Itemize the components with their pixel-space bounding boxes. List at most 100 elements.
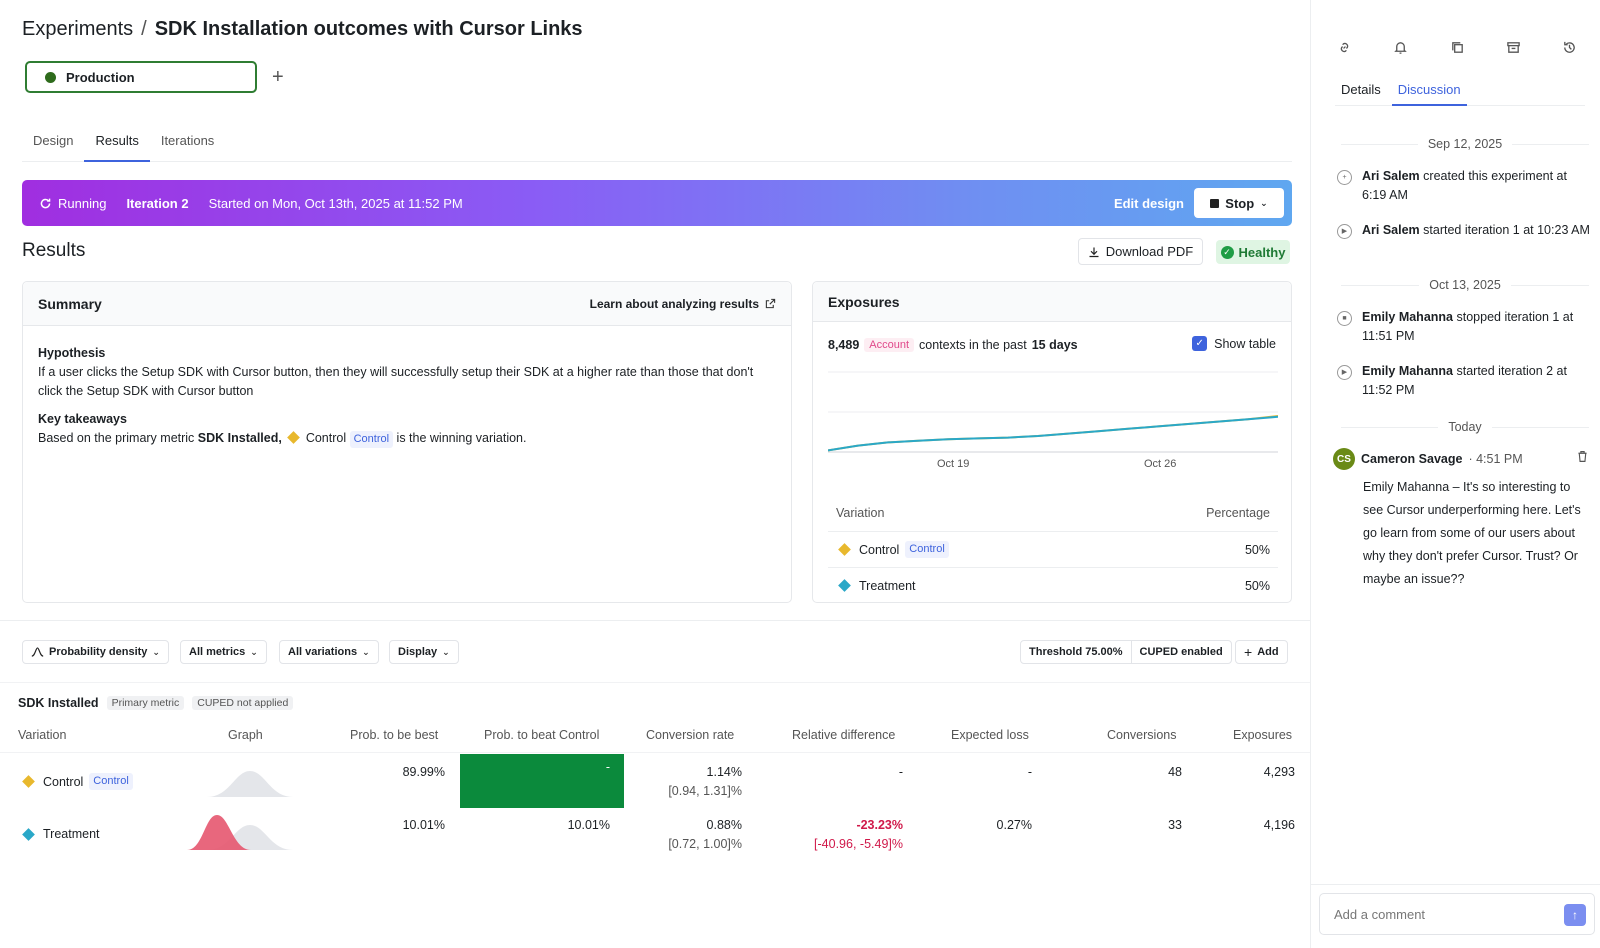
stop-label: Stop bbox=[1225, 195, 1255, 211]
plus-circle-icon: + bbox=[1337, 170, 1352, 185]
contexts-text: contexts in the past bbox=[919, 338, 1027, 352]
chevron-down-icon: ⌄ bbox=[1260, 197, 1268, 208]
results-heading: Results bbox=[22, 240, 86, 261]
conversions-cell: 33 bbox=[1168, 818, 1182, 832]
variation-name: Control bbox=[859, 542, 900, 557]
metric-title: SDK Installed Primary metric CUPED not a… bbox=[18, 696, 294, 710]
prob-best-cell: 89.99% bbox=[402, 765, 445, 779]
learn-analyzing-link[interactable]: Learn about analyzing results bbox=[590, 297, 776, 311]
comment-body: Emily Mahanna – It's so interesting to s… bbox=[1363, 480, 1581, 586]
exposures-cell: 4,196 bbox=[1263, 818, 1295, 832]
date-label: Oct 13, 2025 bbox=[1429, 278, 1501, 292]
sidebar-toolbar bbox=[1337, 40, 1577, 55]
comment-header: CS Cameron Savage · 4:51 PM bbox=[1333, 448, 1593, 470]
stop-button[interactable]: Stop ⌄ bbox=[1194, 188, 1284, 218]
date-separator: Today bbox=[1341, 420, 1589, 434]
plus-icon[interactable]: + bbox=[272, 66, 284, 88]
control-diamond-icon bbox=[22, 775, 35, 788]
comment-author[interactable]: Cameron Savage bbox=[1361, 452, 1463, 466]
running-status: Running bbox=[39, 196, 106, 211]
exposures-header: Exposures bbox=[813, 282, 1291, 322]
download-pdf-button[interactable]: Download PDF bbox=[1078, 238, 1203, 265]
activity-description: started iteration 2 at 11:52 PM bbox=[1362, 364, 1567, 397]
copy-icon[interactable] bbox=[1450, 40, 1465, 55]
table-header-row: Variation Percentage bbox=[828, 495, 1278, 531]
col-prob-beat: Prob. to beat Control bbox=[484, 728, 600, 742]
check-circle-icon: ✓ bbox=[1220, 245, 1234, 259]
checkbox-checked-icon[interactable]: ✓ bbox=[1192, 336, 1208, 351]
running-label: Running bbox=[58, 195, 107, 211]
archive-icon[interactable] bbox=[1506, 40, 1521, 55]
breadcrumb: Experiments / SDK Installation outcomes … bbox=[22, 18, 583, 41]
tab-results[interactable]: Results bbox=[84, 127, 150, 162]
variation-cell: Control Control bbox=[836, 541, 949, 558]
tab-iterations[interactable]: Iterations bbox=[160, 133, 215, 148]
hypothesis-text: If a user clicks the Setup SDK with Curs… bbox=[38, 365, 754, 398]
comment-time: · 4:51 PM bbox=[1468, 452, 1523, 466]
display-dropdown[interactable]: Display ⌄ bbox=[389, 640, 459, 664]
cuped-chip[interactable]: CUPED enabled bbox=[1130, 641, 1231, 663]
activity-item: ■ Emily Mahanna stopped iteration 1 at 1… bbox=[1337, 308, 1592, 346]
activity-user[interactable]: Ari Salem bbox=[1362, 169, 1420, 183]
probability-density-dropdown[interactable]: Probability density ⌄ bbox=[22, 640, 169, 664]
activity-text: Emily Mahanna started iteration 2 at 11:… bbox=[1362, 362, 1592, 400]
link-icon[interactable] bbox=[1337, 40, 1352, 55]
activity-user[interactable]: Ari Salem bbox=[1362, 223, 1420, 237]
percentage-cell: 50% bbox=[1244, 542, 1270, 557]
percentage-cell: 50% bbox=[1244, 578, 1270, 593]
analysis-settings[interactable]: Threshold 75.00% CUPED enabled bbox=[1020, 640, 1232, 664]
trash-icon[interactable] bbox=[1576, 450, 1589, 463]
variation-cell: Treatment bbox=[836, 579, 916, 593]
bell-plus-icon[interactable] bbox=[1393, 40, 1408, 55]
col-graph: Graph bbox=[228, 728, 263, 742]
activity-user[interactable]: Emily Mahanna bbox=[1362, 364, 1453, 378]
breadcrumb-separator: / bbox=[141, 18, 147, 40]
comment-input[interactable]: Add a comment ↑ bbox=[1319, 893, 1595, 935]
breadcrumb-experiments-link[interactable]: Experiments bbox=[22, 18, 134, 40]
takeaway-suffix: is the winning variation. bbox=[396, 431, 527, 445]
chevron-down-icon: ⌄ bbox=[152, 646, 160, 657]
comment: CS Cameron Savage · 4:51 PM Emily Mahann… bbox=[1333, 448, 1593, 591]
period-label: 15 days bbox=[1031, 338, 1078, 352]
prob-beat-cell: 10.01% bbox=[567, 818, 610, 832]
metric-name: SDK Installed bbox=[18, 696, 99, 710]
add-label: Add bbox=[1257, 646, 1279, 658]
add-button[interactable]: + Add bbox=[1235, 640, 1288, 664]
health-badge[interactable]: ✓ Healthy bbox=[1216, 240, 1290, 264]
activity-user[interactable]: Emily Mahanna bbox=[1362, 310, 1453, 324]
variation-name: Treatment bbox=[859, 578, 916, 593]
activity-text: Ari Salem started iteration 1 at 10:23 A… bbox=[1362, 221, 1590, 240]
unit-badge: Account bbox=[864, 338, 915, 352]
col-variation: Variation bbox=[836, 506, 885, 520]
plus-icon: + bbox=[1244, 644, 1253, 660]
tab-discussion[interactable]: Discussion bbox=[1391, 80, 1467, 106]
tab-details[interactable]: Details bbox=[1341, 82, 1381, 97]
primary-metric-badge: Primary metric bbox=[106, 696, 185, 710]
page-title: SDK Installation outcomes with Cursor Li… bbox=[154, 18, 583, 40]
takeaway-metric: SDK Installed, bbox=[197, 431, 282, 445]
variation-cell: Control Control bbox=[20, 773, 133, 790]
history-icon[interactable] bbox=[1562, 40, 1577, 55]
avatar[interactable]: CS bbox=[1333, 448, 1355, 470]
bell-curve-icon bbox=[31, 647, 44, 657]
hypothesis-label: Hypothesis bbox=[38, 346, 106, 360]
summary-title: Summary bbox=[38, 295, 102, 312]
control-diamond-icon bbox=[287, 431, 301, 444]
tab-design[interactable]: Design bbox=[33, 133, 74, 148]
threshold-chip[interactable]: Threshold 75.00% bbox=[1029, 646, 1123, 658]
send-arrow-icon[interactable]: ↑ bbox=[1564, 904, 1586, 926]
all-metrics-dropdown[interactable]: All metrics ⌄ bbox=[180, 640, 267, 664]
date-label: Sep 12, 2025 bbox=[1427, 137, 1503, 151]
show-table-toggle[interactable]: ✓ Show table bbox=[1192, 336, 1276, 351]
comment-placeholder: Add a comment bbox=[1334, 906, 1426, 922]
environment-tab-production[interactable]: Production bbox=[25, 61, 257, 93]
edit-design-button[interactable]: Edit design bbox=[1113, 195, 1184, 211]
main-content: Experiments / SDK Installation outcomes … bbox=[0, 18, 1310, 851]
conversion-ci-cell: [0.94, 1.31]% bbox=[668, 784, 742, 798]
external-link-icon bbox=[765, 298, 776, 309]
variation-cell: Treatment bbox=[20, 827, 100, 841]
relative-ci-cell: [-40.96, -5.49]% bbox=[814, 837, 903, 851]
environment-label: Production bbox=[66, 69, 135, 85]
all-variations-dropdown[interactable]: All variations ⌄ bbox=[279, 640, 379, 664]
activity-text: Ari Salem created this experiment at 6:1… bbox=[1362, 167, 1592, 205]
